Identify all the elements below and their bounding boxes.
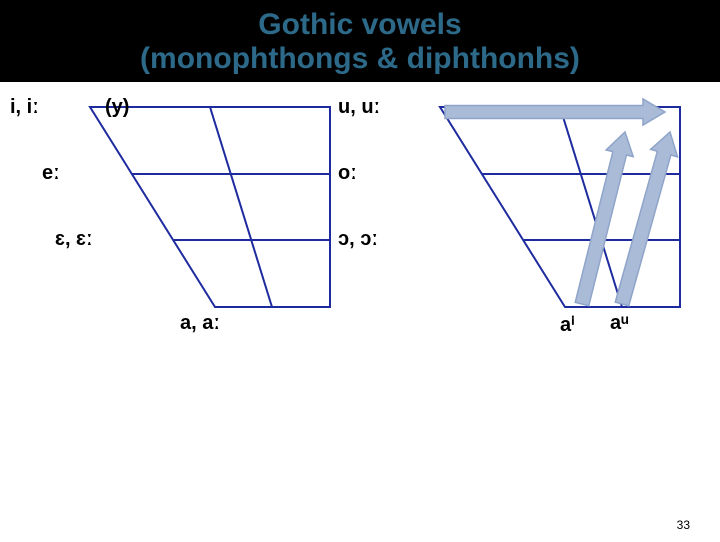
vowel-label: a, aː (180, 312, 220, 335)
vowel-label: u, uː (338, 96, 380, 119)
vowel-label: i, iː (10, 96, 39, 119)
vowel-label: oː (338, 162, 357, 185)
vowel-label: (y) (105, 96, 129, 119)
vowel-label: aⁱ (560, 312, 575, 337)
page-number: 33 (677, 518, 690, 532)
title-line1: Gothic vowels (0, 8, 720, 42)
title-bar: Gothic vowels (monophthongs & diphthonhs… (0, 0, 720, 82)
vowel-label: eː (42, 162, 60, 185)
vowel-label: aᵘ (610, 312, 629, 335)
vowel-label: ɛ, ɛː (55, 228, 93, 251)
vowel-label: ɔ, ɔː (338, 228, 378, 251)
title-line2: (monophthongs & diphthonhs) (0, 42, 720, 76)
vowel-diagram: i, iː (y) u, uː eː oː ɛ, ɛː ɔ, ɔː a, aː aⁱ aᵘ (0, 82, 720, 542)
